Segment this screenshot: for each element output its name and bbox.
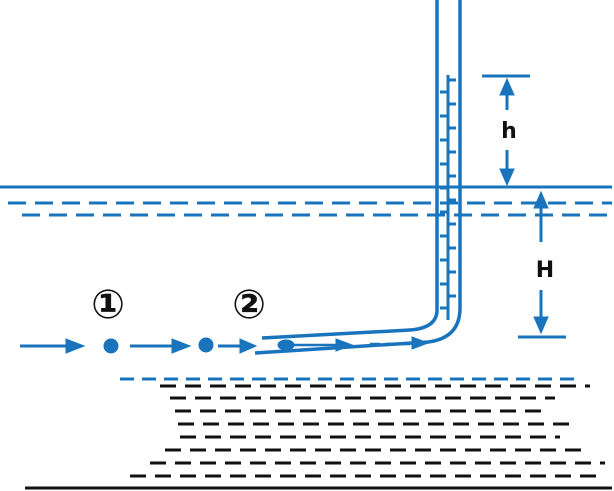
- tube-flow: [277, 336, 430, 352]
- arrow-up-icon: [533, 190, 549, 209]
- liquid-column: [440, 75, 456, 320]
- label-h: h: [501, 119, 517, 144]
- flow-arrows: [20, 337, 258, 354]
- dimension-H: [518, 190, 566, 339]
- tube-inner-wall: [261, 0, 439, 340]
- arrow-down-icon: [499, 168, 515, 187]
- arrowhead-icon: [239, 338, 258, 354]
- arrowhead-icon: [335, 338, 354, 352]
- point-1-dot: [103, 338, 119, 354]
- pitot-tube: [254, 0, 462, 355]
- point-2-label: ②: [232, 282, 266, 328]
- label-H: H: [536, 258, 554, 283]
- arrowhead-icon: [411, 336, 430, 350]
- dimension-h: [482, 74, 530, 187]
- water-surface: [0, 185, 612, 217]
- arrow-down-icon: [533, 316, 549, 335]
- tube-outer-wall: [254, 0, 462, 355]
- particle-in-tube: [277, 339, 295, 351]
- riverbed: [25, 377, 612, 490]
- arrowhead-icon: [65, 338, 86, 354]
- point-2-dot: [198, 337, 214, 353]
- arrow-up-icon: [499, 77, 515, 96]
- point-1-label: ①: [91, 282, 125, 328]
- arrowhead-icon: [171, 338, 192, 354]
